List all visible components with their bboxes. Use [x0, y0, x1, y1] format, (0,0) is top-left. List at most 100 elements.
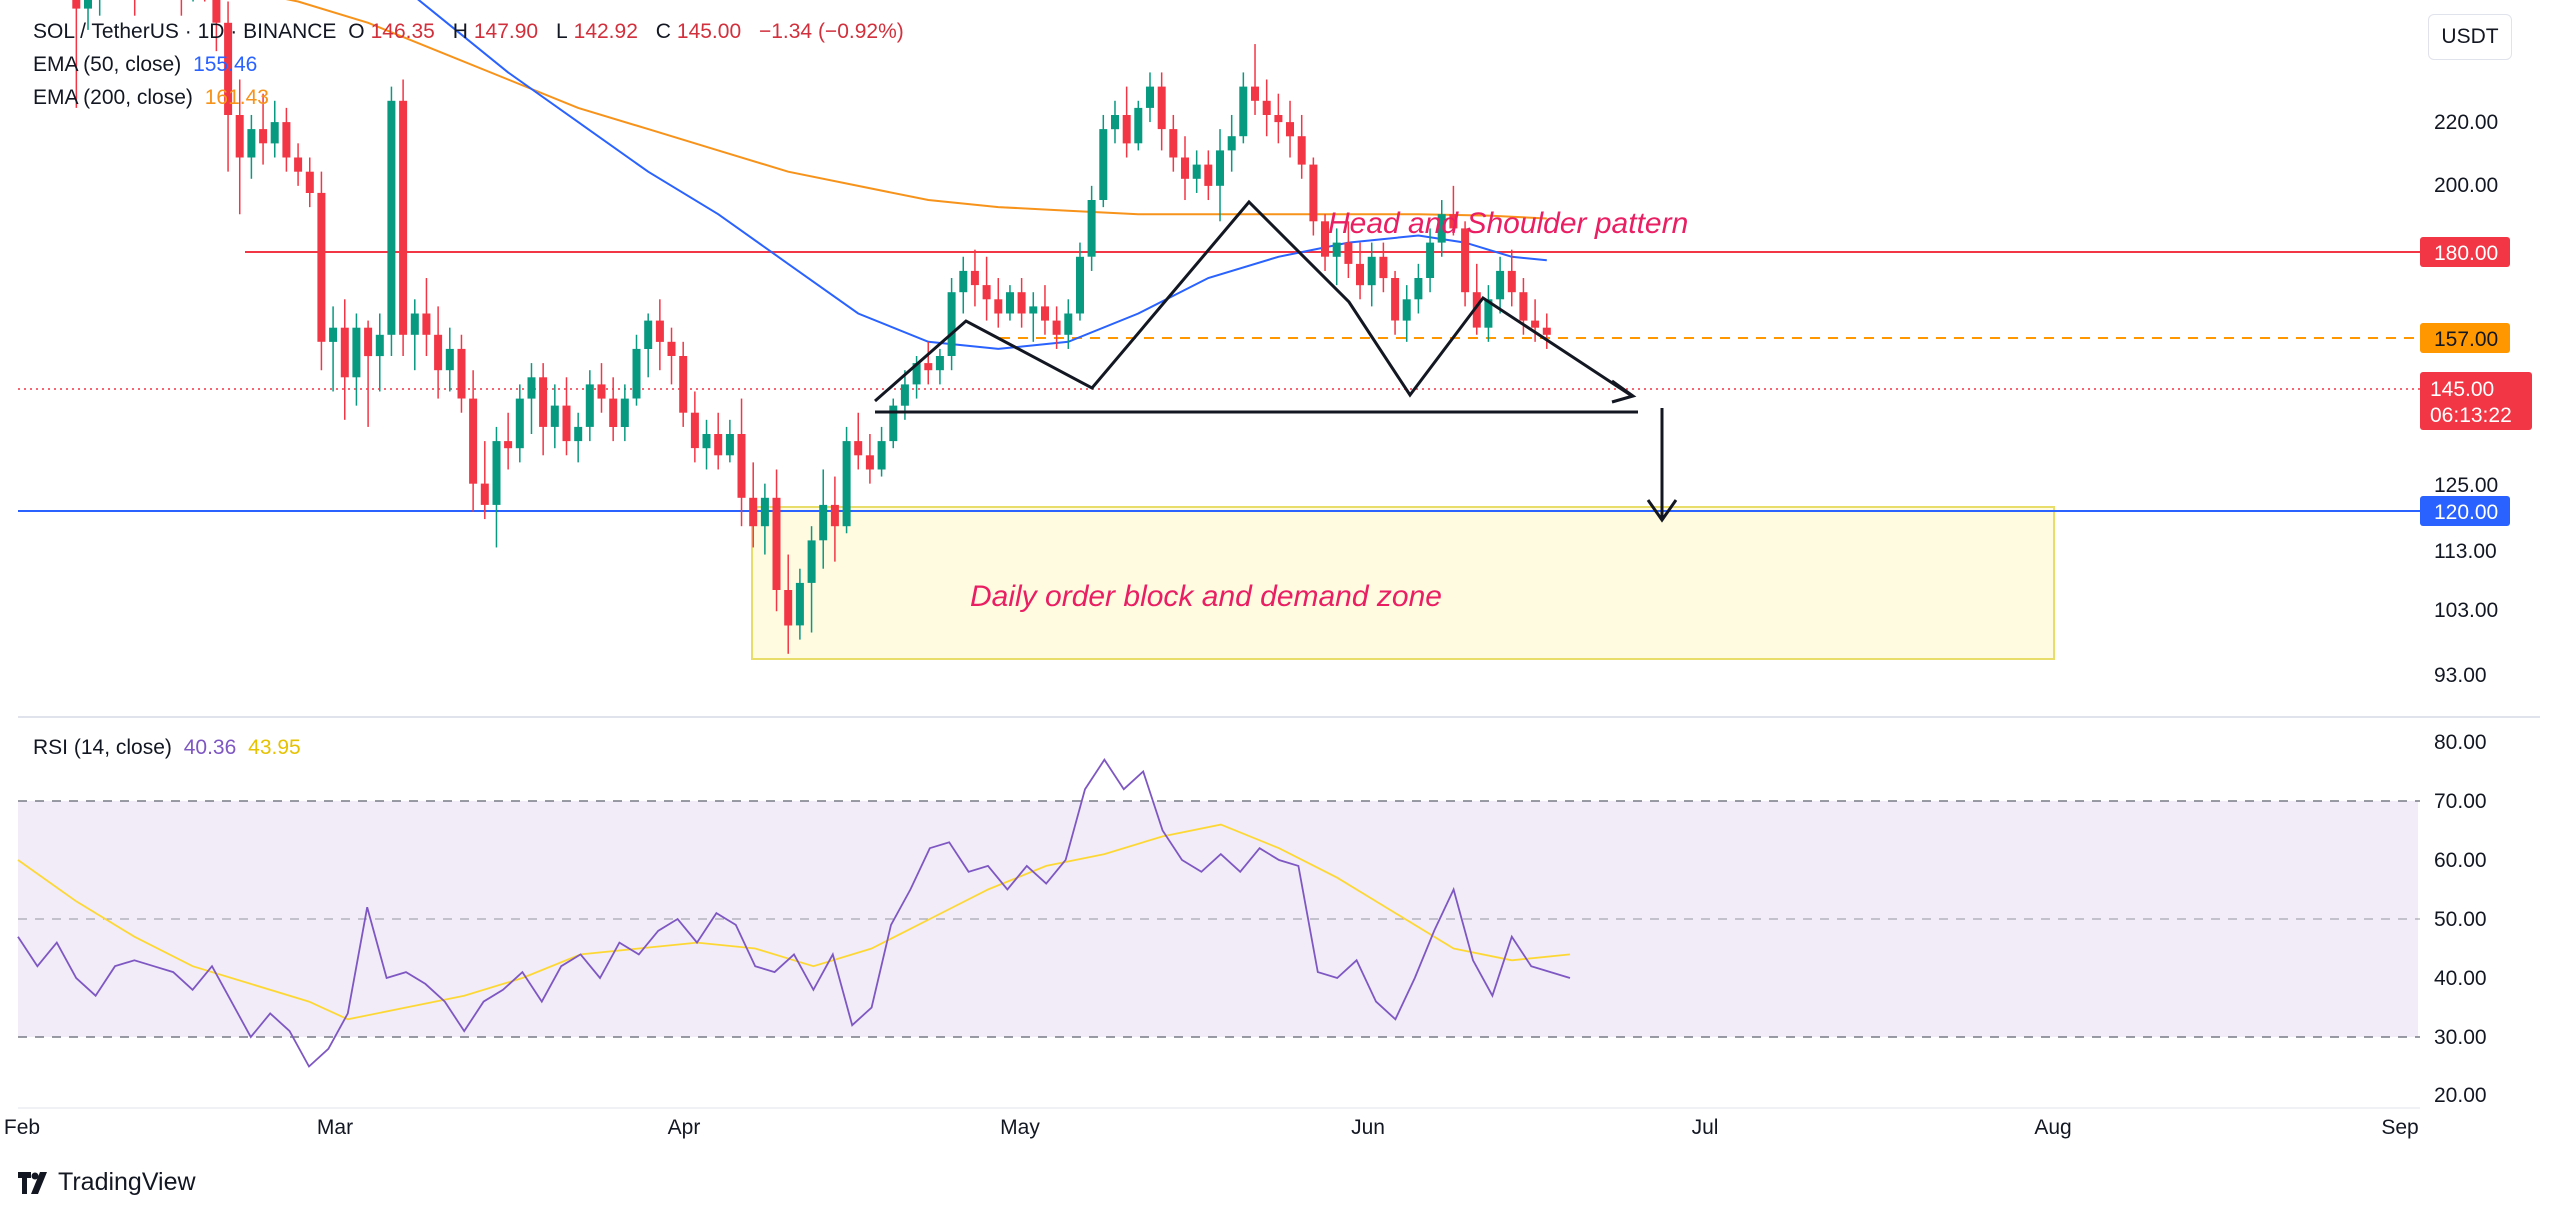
demand-zone	[751, 506, 2055, 660]
time-tick: Apr	[668, 1116, 701, 1139]
breakdown-arrowhead	[1646, 499, 1678, 523]
candle-body	[1461, 228, 1470, 293]
price-tick: 125.00	[2434, 474, 2498, 497]
candle-body	[1286, 122, 1294, 137]
tradingview-logo[interactable]: TradingView	[18, 1168, 196, 1197]
candle-body	[1309, 164, 1318, 222]
price-tick: 200.00	[2434, 174, 2498, 197]
candle-body	[1216, 150, 1224, 186]
rsi-label: RSI (14, close)	[33, 736, 172, 759]
demand-zone-label: Daily order block and demand zone	[970, 580, 1442, 613]
ema200-legend[interactable]: EMA (200, close) 161.43	[33, 82, 275, 114]
rsi-legend[interactable]: RSI (14, close) 40.36 43.95	[33, 732, 307, 764]
time-tick: Aug	[2034, 1116, 2071, 1139]
candle-body	[1414, 278, 1423, 300]
candle-body	[1041, 306, 1049, 321]
ema50-value: 155.46	[193, 53, 258, 76]
candle-body	[72, 0, 81, 9]
candle-body	[725, 434, 734, 456]
candle-body	[340, 327, 349, 378]
candle-body	[1239, 86, 1248, 137]
open-label: O	[348, 20, 365, 43]
candle-body	[1099, 129, 1108, 200]
candle-body	[235, 115, 244, 158]
symbol-title[interactable]: SOL / TetherUS · 1D · BINANCE	[33, 20, 337, 43]
candle-body	[714, 434, 723, 456]
candle-body	[679, 356, 688, 413]
candle-body	[620, 398, 629, 427]
time-tick: Jun	[1351, 1116, 1385, 1139]
ema50-legend[interactable]: EMA (50, close) 155.46	[33, 49, 263, 81]
candle-body	[527, 377, 536, 399]
candle-body	[492, 441, 501, 505]
rsi-line	[17, 758, 1571, 1068]
head-and-shoulders-label: Head and Shoulder pattern	[1328, 207, 1688, 240]
candle-body	[375, 334, 384, 357]
candle-body	[1437, 214, 1446, 243]
low-label: L	[555, 20, 568, 43]
candle-body	[1379, 256, 1388, 279]
candle-body	[912, 363, 921, 385]
candle-body	[1006, 292, 1014, 314]
rsi-ma-line	[17, 823, 1571, 1021]
candle-body	[550, 405, 559, 427]
candle-body	[1496, 270, 1505, 300]
candle-body	[854, 441, 863, 456]
currency-button[interactable]: USDT	[2428, 14, 2512, 60]
candle-body	[1076, 256, 1084, 314]
candle-body	[469, 398, 478, 484]
candle-body	[212, 0, 221, 23]
candle-body	[294, 157, 303, 172]
candle-body	[702, 434, 711, 449]
ema200-label: EMA (200, close)	[33, 86, 193, 109]
candle-body	[632, 348, 641, 399]
candle-body	[1262, 100, 1271, 115]
head-and-shoulders-outline	[874, 199, 1633, 403]
candle-body	[1169, 129, 1178, 158]
open-value: 146.35	[370, 20, 435, 43]
rsi-tick: 70.00	[2434, 790, 2487, 813]
candle-body	[387, 100, 396, 335]
candle-body	[515, 398, 524, 449]
candle-body	[399, 100, 408, 335]
candle-body	[655, 320, 664, 342]
candle-body	[539, 377, 548, 427]
candle-body	[1531, 320, 1540, 328]
candle-body	[1017, 292, 1026, 314]
level-180-badge-text: 180.00	[2434, 242, 2498, 265]
candle-body	[1426, 242, 1435, 278]
candle-body	[1111, 115, 1119, 130]
candle-body	[924, 363, 933, 371]
candle-body	[1297, 136, 1306, 165]
candle-body	[1402, 299, 1411, 321]
rsi-tick: 50.00	[2434, 908, 2487, 931]
rsi-ma-value: 43.95	[248, 736, 301, 759]
candle-body	[1472, 292, 1481, 328]
candle-body	[1134, 107, 1143, 144]
candle-body	[772, 497, 781, 590]
high-value: 147.90	[473, 20, 539, 43]
candle-body	[1344, 242, 1353, 264]
ema50-line	[417, 0, 1547, 350]
level-120-badge	[2420, 496, 2510, 526]
close-value: 145.00	[676, 20, 742, 43]
price-tick: 103.00	[2434, 599, 2498, 622]
candle-body	[1274, 115, 1283, 123]
candle-body	[445, 348, 454, 371]
candle-body	[1064, 313, 1073, 335]
change-value: −1.34 (−0.92%)	[758, 20, 904, 43]
candle-body	[807, 540, 816, 583]
high-label: H	[452, 20, 468, 43]
rsi-tick: 30.00	[2434, 1026, 2487, 1049]
candle-body	[364, 327, 373, 357]
candle-body	[1052, 320, 1061, 335]
ema50-label: EMA (50, close)	[33, 53, 182, 76]
candle-body	[795, 582, 804, 626]
candle-body	[1507, 270, 1516, 293]
candle-body	[597, 384, 606, 399]
last-price-badge	[2420, 372, 2532, 430]
rsi-tick: 60.00	[2434, 849, 2487, 872]
candle-body	[457, 348, 466, 399]
